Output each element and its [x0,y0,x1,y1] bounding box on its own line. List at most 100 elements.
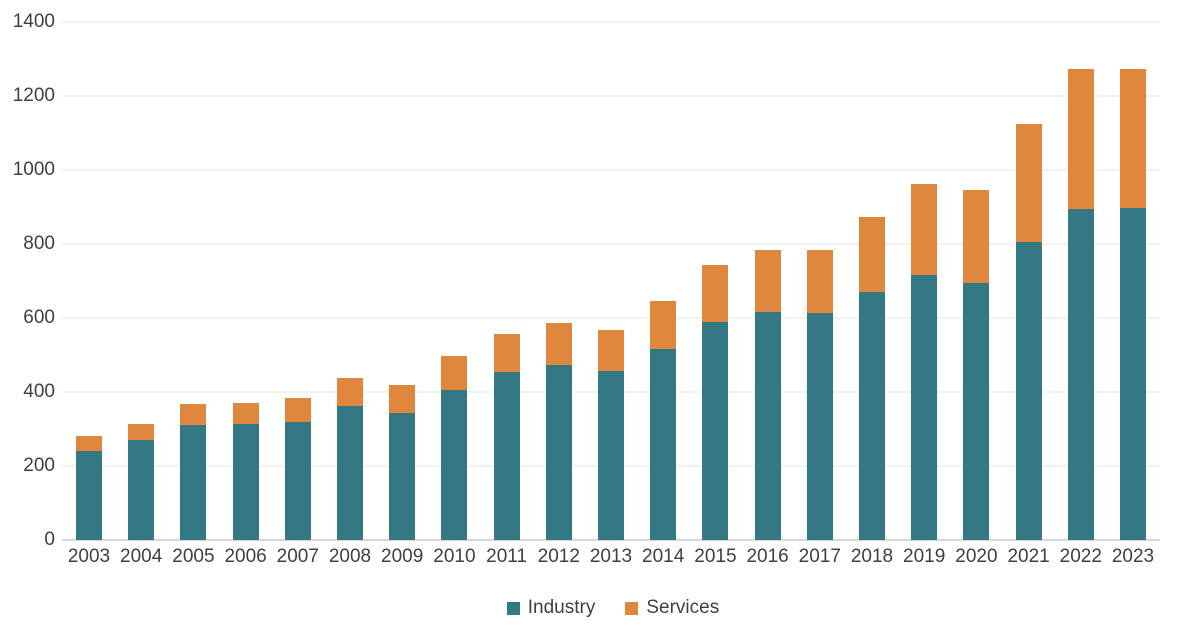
bar-segment-services-2020 [963,189,990,283]
bar-segment-services-2010 [441,355,468,390]
bar-2022 [1067,69,1094,540]
bar-segment-services-2014 [650,300,677,349]
bar-segment-services-2011 [493,333,520,372]
bar-2016 [754,250,781,540]
y-tick-label-800: 800 [23,233,55,254]
bar-segment-services-2008 [337,377,363,407]
legend-label-industry: Industry [527,597,596,618]
bar-segment-industry-2022 [1067,208,1094,540]
bar-segment-industry-2008 [337,406,363,540]
x-tick-label-2022: 2022 [1059,546,1102,567]
x-tick-label-2005: 2005 [172,546,215,567]
bar-segment-industry-2023 [1120,208,1146,540]
bar-2014 [650,300,677,540]
x-tick-label-2015: 2015 [694,546,737,567]
y-tick-label-1000: 1000 [12,159,55,180]
legend-item-industry: Industry [506,597,596,619]
gridline-1000 [62,169,1160,171]
bar-segment-industry-2013 [598,370,624,540]
legend-label-services: Services [646,597,720,618]
legend-swatch-industry [506,601,520,615]
bar-segment-services-2021 [1015,123,1042,243]
legend: Industry Services [66,597,1160,619]
bar-segment-industry-2009 [389,412,416,540]
x-tick-label-2010: 2010 [433,546,476,567]
bar-2020 [963,189,990,540]
x-tick-label-2016: 2016 [746,546,789,567]
y-tick-label-1200: 1200 [12,85,55,106]
bar-segment-industry-2011 [493,372,520,540]
y-tick-label-400: 400 [23,381,55,402]
y-tick-label-1400: 1400 [12,11,55,32]
bar-segment-services-2016 [754,250,781,312]
bar-segment-industry-2010 [441,389,468,540]
x-tick-label-2023: 2023 [1111,546,1155,567]
legend-swatch-services [625,601,639,615]
bar-2003 [76,436,102,540]
bar-segment-industry-2019 [911,274,938,540]
x-tick-label-2019: 2019 [903,546,946,567]
y-tick-label-600: 600 [23,307,55,328]
bar-segment-services-2022 [1067,69,1094,209]
gridline-800 [62,243,1160,245]
bar-2017 [806,250,833,540]
bar-2018 [859,217,885,540]
x-tick-label-2007: 2007 [276,546,319,567]
gridline-600 [62,317,1160,319]
bar-segment-services-2023 [1120,69,1146,209]
bar-2007 [284,398,311,540]
bar-segment-industry-2003 [76,451,102,540]
x-tick-label-2021: 2021 [1007,546,1050,567]
x-tick-label-2003: 2003 [67,546,111,567]
x-tick-label-2020: 2020 [955,546,998,567]
bar-2023 [1120,69,1146,540]
gridline-1200 [62,95,1160,97]
x-tick-label-2014: 2014 [642,546,685,567]
x-tick-label-2011: 2011 [486,546,528,567]
bar-segment-industry-2012 [545,365,572,540]
x-tick-label-2013: 2013 [589,546,633,567]
bar-2021 [1015,123,1042,540]
bar-2004 [128,424,155,540]
x-tick-label-2017: 2017 [798,546,841,567]
bar-segment-industry-2015 [702,322,729,540]
bar-segment-services-2012 [545,322,572,366]
bar-segment-services-2013 [598,329,624,371]
bar-segment-industry-2017 [806,313,833,540]
y-tick-label-0: 0 [44,529,55,550]
bar-segment-industry-2014 [650,348,677,540]
bar-segment-services-2018 [859,217,885,292]
bar-2011 [493,333,520,540]
bar-2013 [598,329,624,540]
x-tick-label-2009: 2009 [381,546,424,567]
bar-2008 [337,377,363,540]
bar-2019 [911,184,938,540]
bar-segment-industry-2016 [754,311,781,540]
bar-segment-industry-2020 [963,282,990,540]
x-tick-label-2008: 2008 [328,546,372,567]
bar-segment-services-2004 [128,424,155,441]
x-tick-label-2018: 2018 [850,546,894,567]
bar-segment-services-2005 [180,404,207,425]
legend-item-services: Services [625,597,719,619]
bar-segment-services-2017 [806,250,833,314]
bar-2012 [545,322,572,540]
bar-2005 [180,404,207,540]
bar-segment-industry-2006 [232,424,259,540]
bar-2006 [232,403,259,540]
x-axis-line [62,539,1160,541]
bar-2009 [389,384,416,540]
x-tick-label-2004: 2004 [120,546,163,567]
bar-segment-industry-2007 [284,421,311,540]
bar-segment-industry-2021 [1015,242,1042,540]
y-tick-label-200: 200 [23,455,55,476]
gridline-1400 [62,21,1160,23]
bar-segment-services-2003 [76,436,102,452]
bar-segment-services-2006 [232,403,259,425]
bar-2010 [441,355,468,540]
bar-segment-services-2019 [911,184,938,275]
bar-2015 [702,265,729,540]
x-tick-label-2006: 2006 [224,546,267,567]
bar-segment-industry-2018 [859,291,885,540]
